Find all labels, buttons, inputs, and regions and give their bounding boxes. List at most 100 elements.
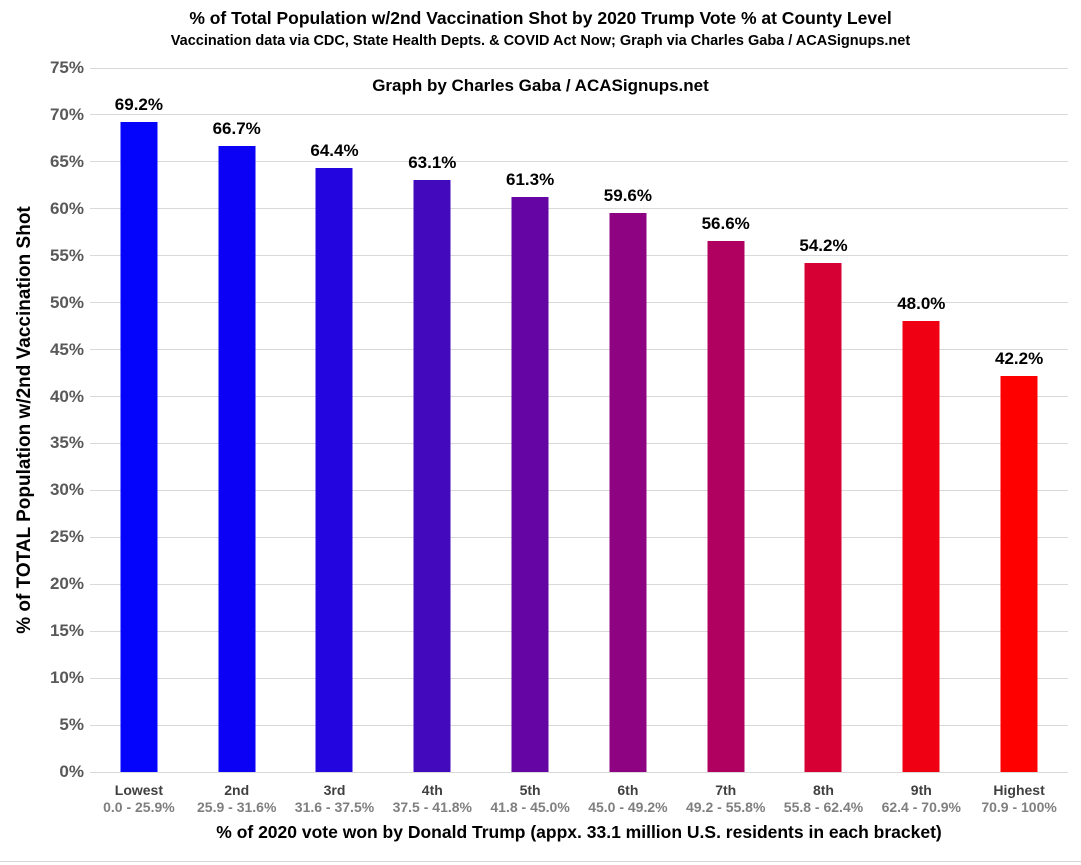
bar-value-label: 63.1% — [408, 152, 457, 172]
x-tick-tier-label: 8th — [812, 782, 834, 798]
bar-value-label: 61.3% — [505, 169, 555, 189]
gridline — [90, 771, 1068, 773]
gridline — [90, 630, 1068, 632]
x-tick-tier-label: Highest — [993, 782, 1045, 798]
chart-watermark: Graph by Charles Gaba / ACASignups.net — [372, 76, 709, 95]
chart-title: % of Total Population w/2nd Vaccination … — [189, 8, 892, 28]
y-tick-label: 20% — [49, 574, 84, 594]
bar — [218, 145, 256, 772]
bar — [609, 212, 647, 772]
x-tick: 2nd 25.9 - 31.6% — [188, 782, 286, 816]
x-tick: 7th 49.2 - 55.8% — [677, 782, 775, 816]
bar-slot: 42.2% — [970, 68, 1068, 772]
y-tick-label: 25% — [49, 527, 84, 547]
gridline — [90, 489, 1068, 491]
plot-area: 69.2% 66.7% 64.4% 63.1% 61.3% 59.6% 56.6% 54.2%… — [90, 67, 1068, 773]
bar-value-label: 69.2% — [114, 95, 163, 115]
gridline — [90, 442, 1068, 444]
gridline — [90, 349, 1068, 351]
y-tick-label: 10% — [49, 668, 84, 688]
bar-slot: 48.0% — [872, 68, 970, 772]
x-tick-tier-label: 9th — [910, 782, 932, 798]
bar — [902, 321, 940, 772]
x-tick-range-label: 70.9 - 100% — [981, 799, 1057, 815]
x-tick-tier-label: 6th — [617, 782, 639, 798]
bar — [120, 122, 158, 772]
gridline — [90, 302, 1068, 304]
x-tick: Lowest 0.0 - 25.9% — [90, 782, 188, 816]
bar — [511, 196, 549, 772]
x-tick-range-label: 25.9 - 31.6% — [197, 799, 277, 815]
x-tick: Highest 70.9 - 100% — [970, 782, 1068, 816]
bar-value-label: 56.6% — [701, 213, 750, 233]
x-tick-tier-label: 7th — [715, 782, 737, 798]
x-tick-range-label: 31.6 - 37.5% — [294, 799, 375, 815]
gridline — [90, 724, 1068, 726]
bar-slot: 61.3% — [481, 68, 579, 772]
x-tick-range-label: 45.0 - 49.2% — [588, 799, 668, 815]
x-tick: 9th 62.4 - 70.9% — [872, 782, 970, 816]
x-tick-range-label: 55.8 - 62.4% — [783, 799, 864, 815]
chart-subtitle: Vaccination data via CDC, State Health D… — [170, 33, 911, 49]
bar-value-label: 54.2% — [799, 236, 848, 256]
bar-value-label: 48.0% — [897, 294, 946, 314]
bar-slot: 64.4% — [286, 68, 384, 772]
x-tick: 3rd 31.6 - 37.5% — [286, 782, 384, 816]
gridline — [90, 161, 1068, 163]
x-tick-range-label: 49.2 - 55.8% — [686, 799, 766, 815]
bar-slot: 59.6% — [579, 68, 677, 772]
x-tick-range-label: 62.4 - 70.9% — [881, 799, 961, 815]
bar — [804, 263, 842, 772]
y-tick-label: 65% — [49, 151, 84, 171]
x-tick-range-label: 37.5 - 41.8% — [392, 799, 472, 815]
bar — [707, 240, 745, 772]
gridline — [90, 255, 1068, 257]
bar-slot: 66.7% — [188, 68, 286, 772]
bar — [413, 179, 451, 772]
gridline — [90, 114, 1068, 116]
x-tick: 8th 55.8 - 62.4% — [775, 782, 873, 816]
x-tick: 6th 45.0 - 49.2% — [579, 782, 677, 816]
bar-value-label: 42.2% — [994, 348, 1044, 368]
y-tick-label: 75% — [49, 58, 84, 77]
y-tick-label: 50% — [49, 292, 84, 312]
x-tick-tier-label: 4th — [421, 782, 443, 798]
bar-slot: 54.2% — [775, 68, 873, 772]
x-tick-range-label: 41.8 - 45.0% — [490, 799, 570, 815]
gridline — [90, 208, 1068, 210]
gridline — [90, 583, 1068, 585]
x-tick-tier-label: 5th — [519, 782, 541, 798]
y-tick-label: 60% — [49, 198, 84, 218]
bar-slot: 69.2% — [90, 68, 188, 772]
bar-value-label: 64.4% — [310, 140, 359, 160]
bar-value-label: 59.6% — [603, 185, 652, 205]
y-tick-label: 40% — [49, 386, 84, 406]
x-tick: 5th 41.8 - 45.0% — [481, 782, 579, 816]
gridline — [90, 396, 1068, 398]
bar — [315, 167, 353, 772]
x-tick-tier-label: 2nd — [224, 782, 250, 798]
x-tick-tier-label: 3rd — [323, 782, 346, 798]
y-tick-label: 70% — [49, 104, 84, 124]
y-tick-label: 30% — [49, 480, 84, 500]
gridline — [90, 536, 1068, 538]
x-tick-range-label: 0.0 - 25.9% — [103, 799, 175, 815]
gridline — [90, 67, 1068, 69]
x-axis-title: % of 2020 vote won by Donald Trump (appx… — [216, 822, 942, 842]
y-tick-label: 5% — [59, 715, 84, 735]
y-tick-label: 55% — [49, 245, 84, 265]
y-tick-label: 45% — [49, 339, 84, 359]
y-axis-title: % of TOTAL Population w/2nd Vaccination … — [14, 206, 35, 634]
bar-slot: 56.6% — [677, 68, 775, 772]
gridline — [90, 677, 1068, 679]
y-tick-label: 15% — [49, 621, 84, 641]
y-tick-label: 35% — [49, 433, 84, 453]
x-tick: 4th 37.5 - 41.8% — [383, 782, 481, 816]
chart-bottom-edge-line — [0, 861, 1081, 862]
bar-value-label: 66.7% — [212, 118, 261, 138]
bar — [1000, 375, 1038, 772]
y-tick-label: 0% — [59, 762, 84, 781]
x-tick-tier-label: Lowest — [114, 782, 164, 798]
bar-slot: 63.1% — [383, 68, 481, 772]
